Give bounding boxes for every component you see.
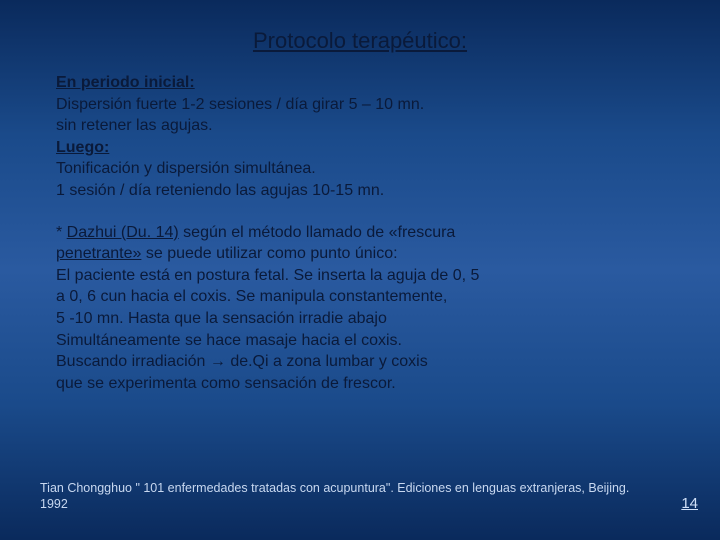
body-line: penetrante» se puede utilizar como punto… (56, 243, 664, 265)
body-line: 5 -10 mn. Hasta que la sensación irradie… (56, 308, 664, 330)
slide-title: Protocolo terapéutico: (56, 28, 664, 54)
dazhui-ref: Dazhui (Du. 14) (67, 224, 179, 241)
lead-tail: según el método llamado de «frescura (179, 224, 456, 241)
section-initial: En periodo inicial: Dispersión fuerte 1-… (56, 72, 664, 202)
lead-star: * (56, 224, 67, 241)
body-line: Dispersión fuerte 1-2 sesiones / día gir… (56, 94, 664, 116)
body-line: El paciente está en postura fetal. Se in… (56, 265, 664, 287)
body-line: sin retener las agujas. (56, 115, 664, 137)
body-line: que se experimenta como sensación de fre… (56, 373, 664, 395)
body-line: a 0, 6 cun hacia el coxis. Se manipula c… (56, 286, 664, 308)
page-number: 14 (681, 495, 698, 512)
body-line: Buscando irradiación → de.Qi a zona lumb… (56, 351, 664, 373)
heading-then: Luego: (56, 139, 109, 156)
section-dazhui: * Dazhui (Du. 14) según el método llamad… (56, 222, 664, 395)
heading-initial: En periodo inicial: (56, 74, 195, 91)
penetrante: penetrante» (56, 245, 141, 262)
body-line: * Dazhui (Du. 14) según el método llamad… (56, 222, 664, 244)
slide-container: Protocolo terapéutico: En periodo inicia… (0, 0, 720, 540)
line2b: se puede utilizar como punto único: (141, 245, 397, 262)
body-line: 1 sesión / día reteniendo las agujas 10-… (56, 180, 664, 202)
body-line: Tonificación y dispersión simultánea. (56, 158, 664, 180)
citation-footnote: Tian Chongghuo " 101 enfermedades tratad… (40, 480, 650, 513)
body-line: Simultáneamente se hace masaje hacia el … (56, 330, 664, 352)
